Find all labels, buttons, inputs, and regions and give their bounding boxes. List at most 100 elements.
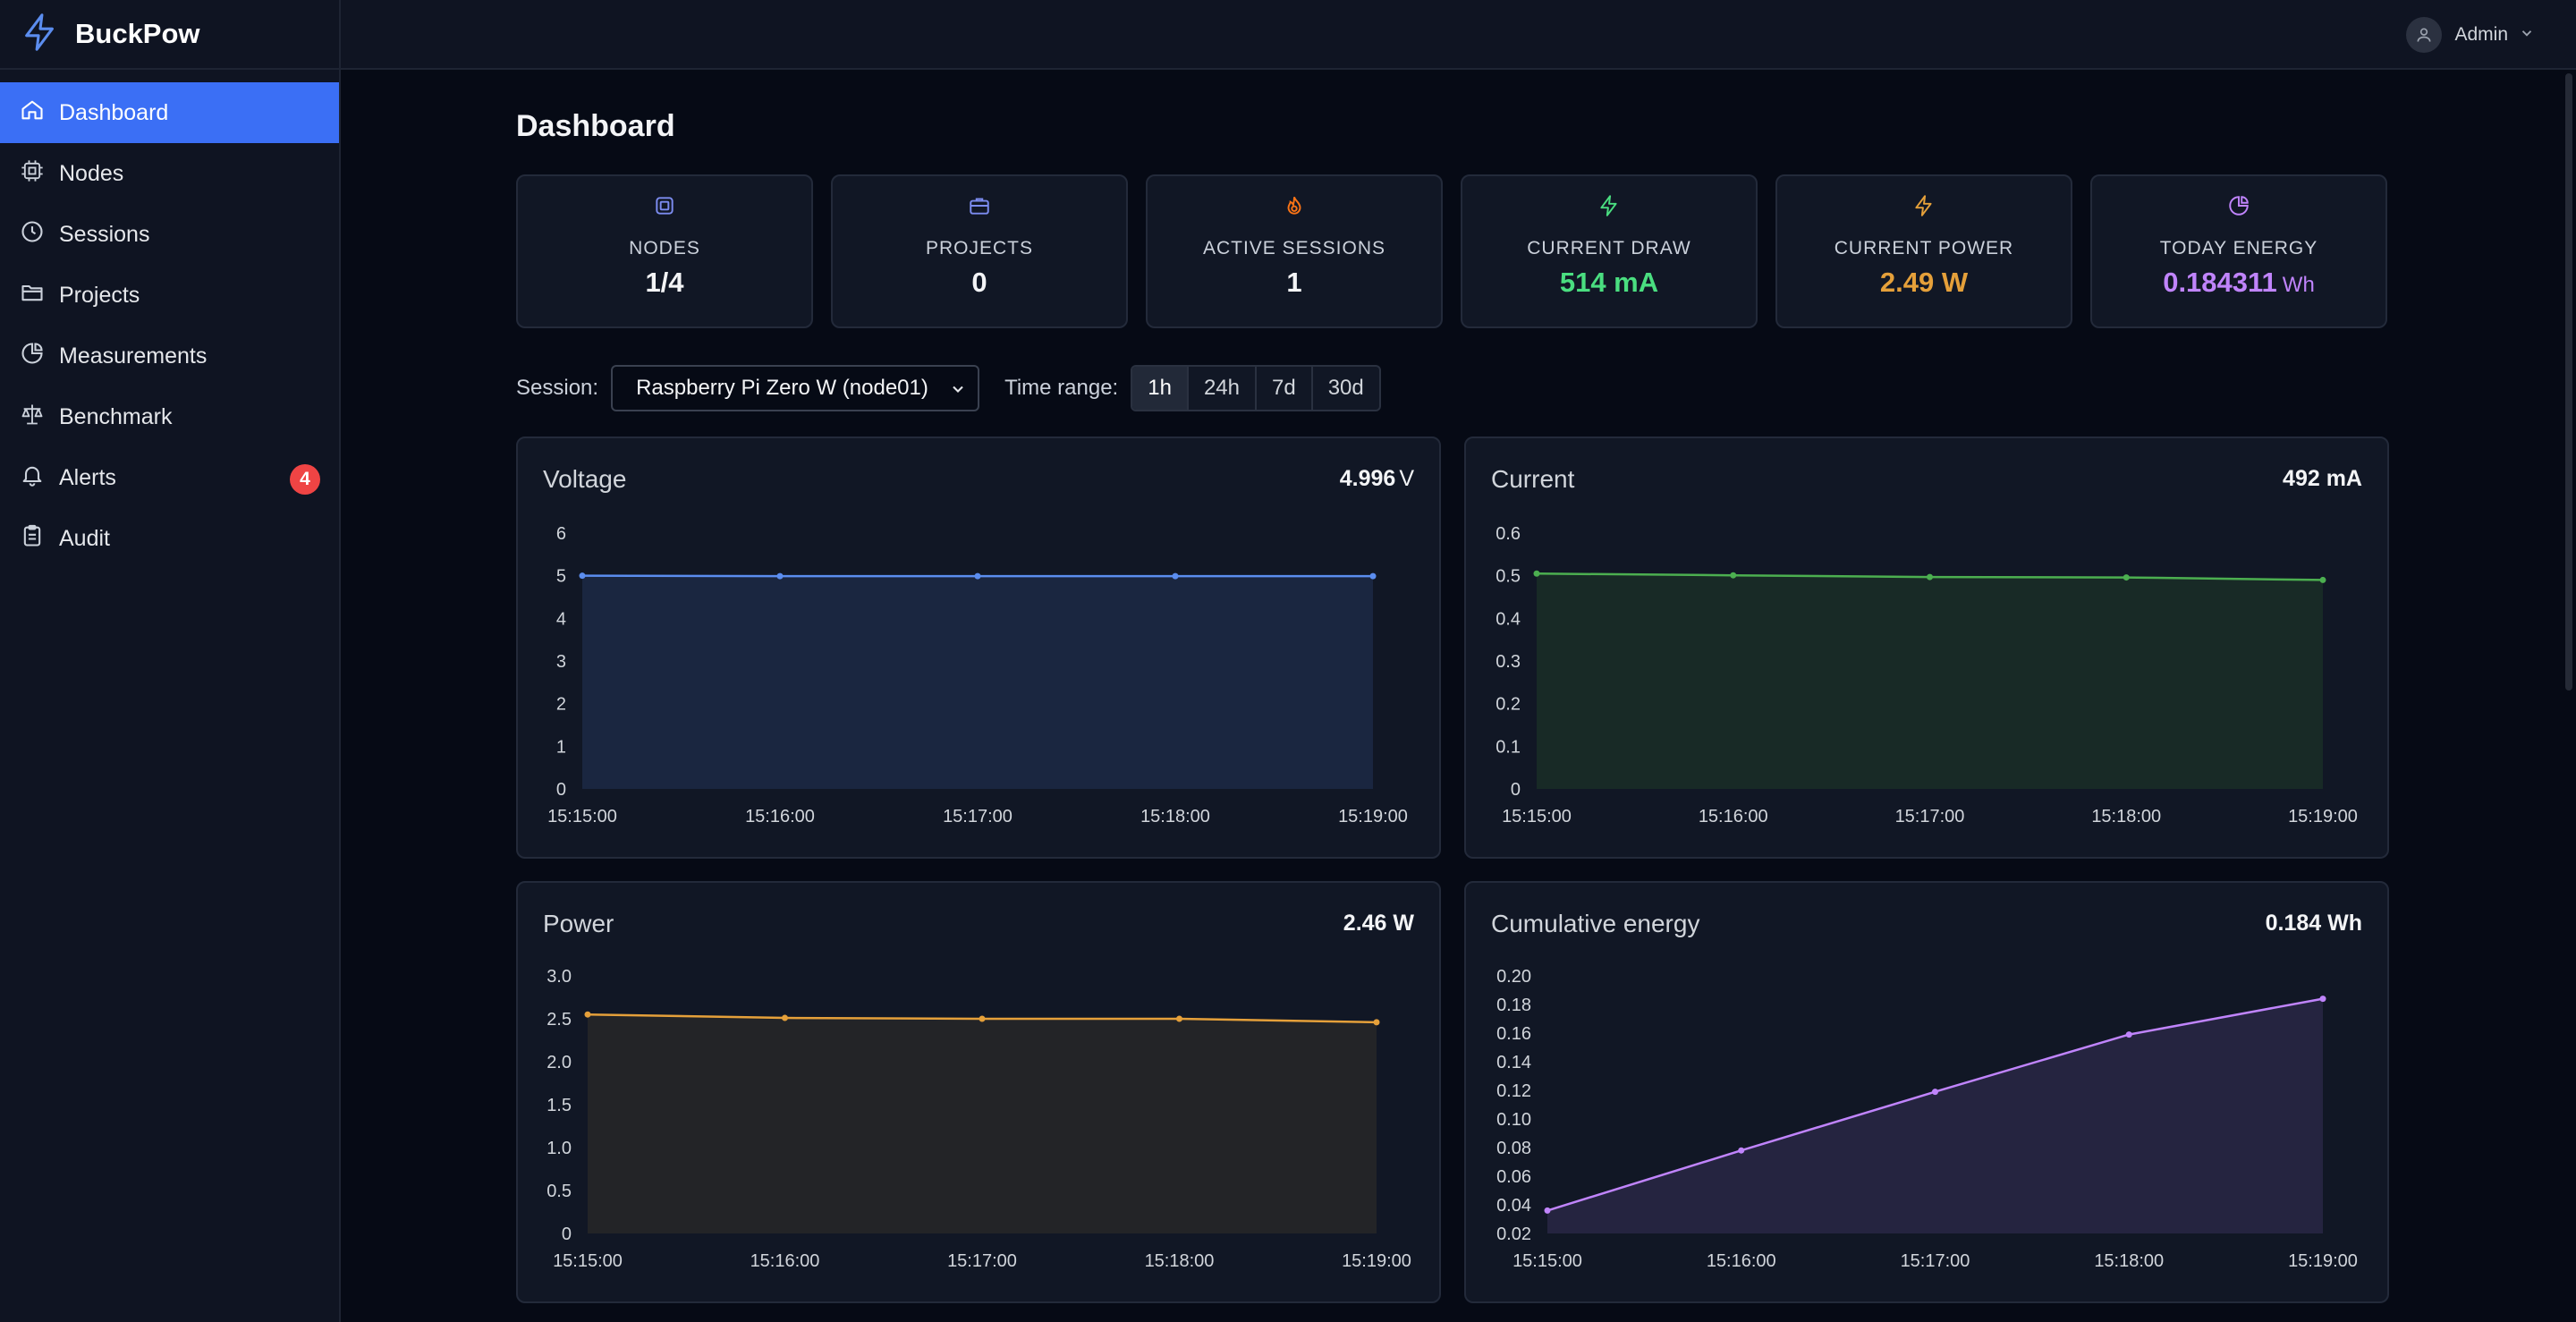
clipboard-icon	[20, 523, 59, 555]
data-point[interactable]	[2319, 996, 2326, 1003]
y-tick-label: 0.06	[1496, 1167, 1531, 1187]
sidebar-item-projects[interactable]: Projects	[0, 265, 339, 326]
data-point[interactable]	[584, 1011, 591, 1018]
stat-label: ACTIVE SESSIONS	[1202, 238, 1386, 258]
card-value: 0.184 Wh	[2265, 911, 2362, 936]
series-area	[1547, 998, 2323, 1233]
y-tick-label: 0.5	[547, 1182, 572, 1201]
bolt-icon	[1597, 176, 1621, 222]
card-value: 492 mA	[2283, 466, 2362, 491]
sidebar-item-benchmark[interactable]: Benchmark	[0, 386, 339, 447]
x-tick-label: 15:15:00	[1502, 807, 1572, 826]
user-menu[interactable]: Admin	[2406, 16, 2535, 54]
x-tick-label: 15:15:00	[553, 1251, 623, 1271]
y-tick-label: 0.12	[1496, 1081, 1531, 1101]
data-point[interactable]	[979, 1015, 986, 1022]
data-point[interactable]	[1738, 1147, 1745, 1154]
sidebar-item-sessions[interactable]: Sessions	[0, 204, 339, 265]
data-point[interactable]	[579, 572, 586, 580]
time-range-selector: 1h 24h 7d 30d	[1131, 365, 1381, 411]
y-tick-label: 1.5	[547, 1096, 572, 1115]
bolt-icon	[1912, 176, 1936, 222]
stat-card-active-sessions: ACTIVE SESSIONS 1	[1146, 174, 1443, 328]
data-point[interactable]	[1533, 570, 1540, 577]
session-select-value: Raspberry Pi Zero W (node01)	[636, 376, 928, 400]
sidebar-item-measurements[interactable]: Measurements	[0, 326, 339, 386]
current-chart-card: 0 0.1 0.2 0.3 0.4 0.5 0.6 15:15:00 15:16:00 15:17…	[1464, 436, 2389, 859]
sidebar-item-label: Alerts	[59, 464, 116, 490]
y-tick-label: 0.3	[1496, 652, 1521, 672]
stat-label: TODAY ENERGY	[2159, 238, 2318, 258]
y-tick-label: 3	[556, 652, 566, 672]
data-point[interactable]	[2319, 576, 2326, 583]
stat-card-current-power: CURRENT POWER 2.49 W	[1775, 174, 2072, 328]
y-tick-label: 0.6	[1496, 524, 1521, 544]
sidebar-item-alerts[interactable]: Alerts 4	[0, 447, 339, 508]
stat-value: 1	[1286, 267, 1302, 298]
range-button-1h[interactable]: 1h	[1132, 367, 1189, 410]
sidebar-nav: Dashboard Nodes Sessions Projects Measur…	[0, 82, 339, 569]
data-point[interactable]	[1172, 572, 1179, 580]
y-tick-label: 5	[556, 567, 566, 587]
sidebar-item-nodes[interactable]: Nodes	[0, 143, 339, 204]
sidebar-item-label: Audit	[59, 525, 110, 551]
voltage-chart-card: 0 1 2 3 4 5 6 15:15:00 15:16:00 15:17:00 15:18:00 1…	[516, 436, 1441, 859]
sidebar: BuckPow Dashboard Nodes Sessions Project…	[0, 0, 341, 1322]
clock-icon	[20, 219, 59, 250]
scrollbar[interactable]	[2565, 73, 2572, 691]
data-point[interactable]	[2123, 574, 2130, 581]
data-point[interactable]	[782, 1014, 788, 1021]
x-tick-label: 15:19:00	[2288, 807, 2358, 826]
y-tick-label: 0	[1511, 780, 1521, 800]
power-chart-card: 0 0.5 1.0 1.5 2.0 2.5 3.0 15:15:00 15:16:00 15:17…	[516, 881, 1441, 1303]
stat-card-today-energy: TODAY ENERGY 0.184311 Wh	[2090, 174, 2387, 328]
y-tick-label: 0.5	[1496, 567, 1521, 587]
range-button-7d[interactable]: 7d	[1257, 367, 1313, 410]
session-select[interactable]: Raspberry Pi Zero W (node01)	[611, 365, 980, 411]
x-tick-label: 15:18:00	[2091, 807, 2161, 826]
pie-chart-icon	[20, 341, 59, 372]
series-area	[1537, 573, 2323, 789]
stat-label: NODES	[629, 238, 700, 258]
range-button-24h[interactable]: 24h	[1189, 367, 1257, 410]
x-tick-label: 15:16:00	[1707, 1251, 1776, 1271]
scale-icon	[20, 402, 59, 433]
data-point[interactable]	[1176, 1015, 1182, 1022]
data-point[interactable]	[1730, 572, 1737, 579]
card-title: Cumulative energy	[1491, 910, 1700, 937]
data-point[interactable]	[1369, 572, 1377, 580]
brand-name: BuckPow	[75, 18, 200, 49]
card-value-unit: V	[1399, 466, 1414, 491]
data-point[interactable]	[776, 572, 784, 580]
cumulative-energy-chart: 0.02 0.04 0.06 0.08 0.10 0.12 0.14 0.16 0.18 0.20…	[1496, 967, 2358, 1271]
x-tick-label: 15:19:00	[2288, 1251, 2358, 1271]
range-button-30d[interactable]: 30d	[1327, 376, 1364, 400]
y-tick-label: 0	[562, 1225, 572, 1244]
y-tick-label: 3.0	[547, 967, 572, 987]
stat-value: 514 mA	[1559, 267, 1659, 298]
card-title: Power	[543, 910, 614, 937]
data-point[interactable]	[1927, 573, 1933, 580]
x-tick-label: 15:19:00	[1338, 807, 1408, 826]
data-point[interactable]	[1932, 1089, 1938, 1096]
user-name: Admin	[2454, 24, 2508, 45]
sidebar-item-label: Sessions	[59, 221, 150, 247]
card-value: 4.996 V	[1340, 466, 1414, 492]
user-icon	[2406, 17, 2443, 53]
pie-chart-icon	[2227, 176, 2250, 222]
sidebar-item-audit[interactable]: Audit	[0, 508, 339, 569]
home-icon	[20, 97, 59, 129]
stat-number: 0.184311	[2163, 267, 2277, 298]
x-tick-label: 15:16:00	[745, 807, 815, 826]
data-point[interactable]	[974, 572, 981, 580]
data-point[interactable]	[1544, 1207, 1551, 1214]
brand[interactable]: BuckPow	[0, 0, 339, 70]
x-tick-label: 15:15:00	[547, 807, 617, 826]
x-tick-label: 15:16:00	[1699, 807, 1768, 826]
y-tick-label: 2.5	[547, 1010, 572, 1030]
y-tick-label: 1	[556, 737, 566, 757]
sidebar-item-dashboard[interactable]: Dashboard	[0, 82, 339, 143]
data-point[interactable]	[2125, 1031, 2132, 1038]
data-point[interactable]	[1373, 1019, 1380, 1026]
card-title: Current	[1491, 465, 1575, 493]
